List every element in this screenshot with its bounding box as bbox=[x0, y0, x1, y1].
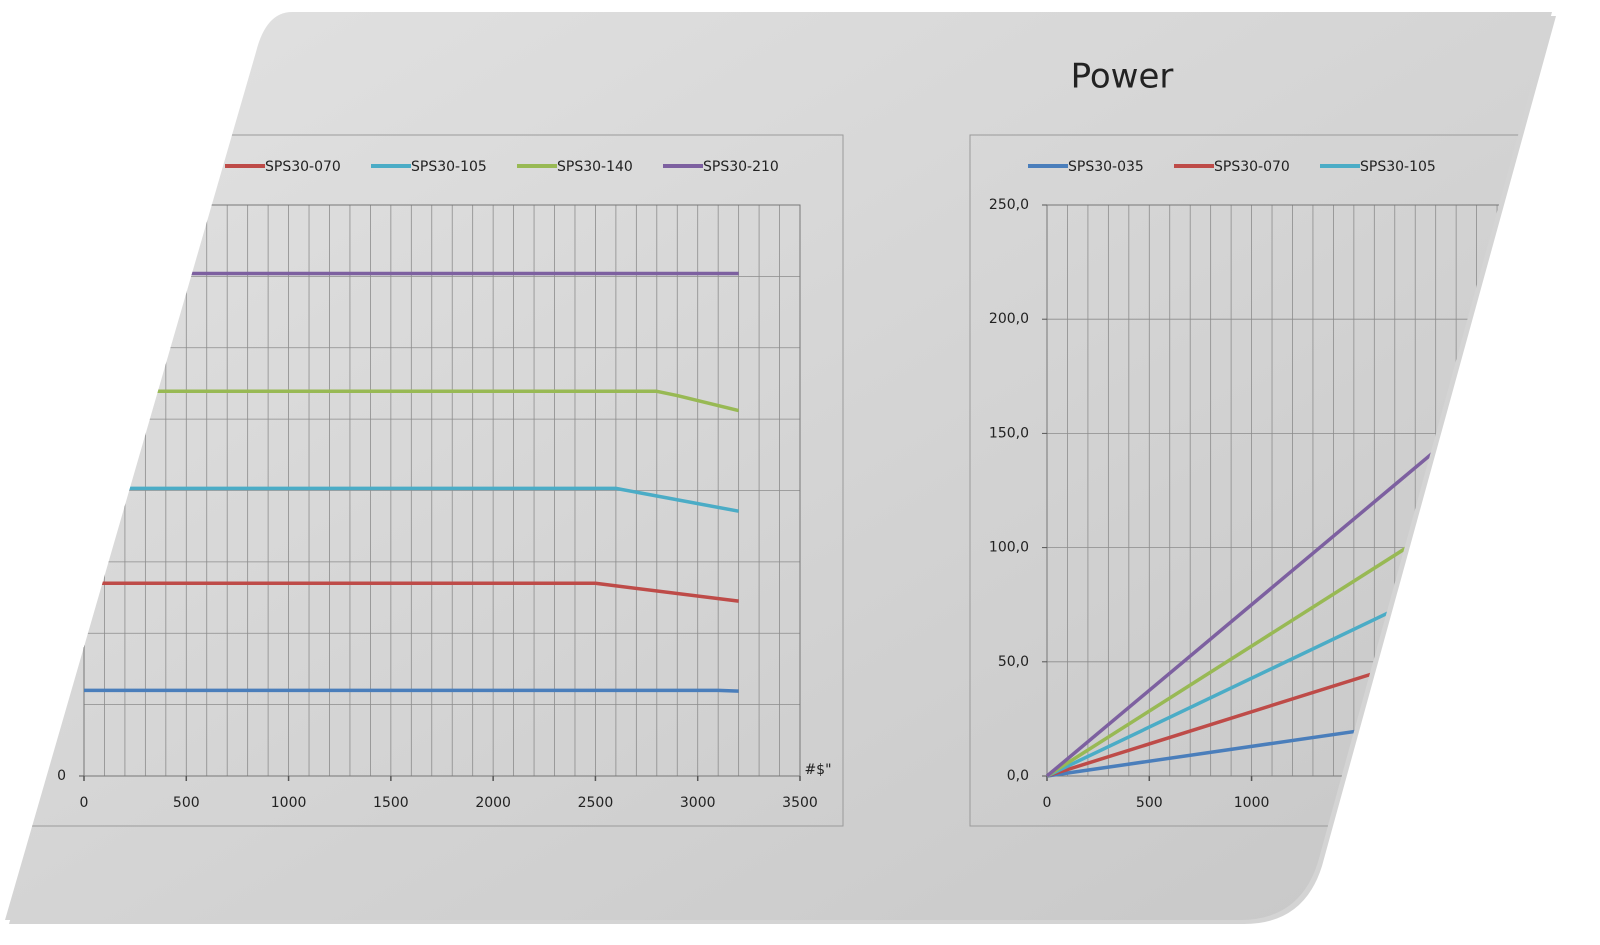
series-line bbox=[1045, 226, 1552, 778]
y-tick-label: 0 bbox=[57, 768, 66, 784]
legend-label: SPS30-070 bbox=[1214, 159, 1290, 175]
chart-frame bbox=[969, 134, 1552, 827]
x-tick-label: 0 bbox=[1043, 795, 1052, 811]
x-axis-label: #$" bbox=[804, 762, 831, 778]
x-tick-label: 0 bbox=[80, 795, 89, 811]
y-tick-label: 200,0 bbox=[989, 311, 1029, 327]
x-tick-label: 1500 bbox=[373, 795, 409, 811]
legend-label: SPS30-140 bbox=[557, 159, 633, 175]
series-line bbox=[84, 688, 739, 693]
x-tick-label: 2500 bbox=[578, 795, 614, 811]
y-tick-label: 0,0 bbox=[1007, 768, 1029, 784]
legend-label: SPS30-070 bbox=[265, 159, 341, 175]
series-line bbox=[1046, 358, 1552, 778]
y-tick-label: 100,0 bbox=[989, 540, 1029, 556]
legend-label: SPS30-035 bbox=[1068, 159, 1144, 175]
series-line bbox=[1046, 461, 1552, 778]
series-line bbox=[84, 486, 739, 513]
series-line bbox=[84, 581, 739, 603]
y-tick-label: 50,0 bbox=[998, 654, 1029, 670]
legend-label: SPS30-105 bbox=[411, 159, 487, 175]
x-tick-label: 1000 bbox=[1234, 795, 1270, 811]
x-tick-label: 3500 bbox=[782, 795, 818, 811]
x-tick-label: 500 bbox=[173, 795, 200, 811]
x-tick-label: 2000 bbox=[475, 795, 511, 811]
legend-label: SPS30-210 bbox=[703, 159, 779, 175]
x-tick-label: 500 bbox=[1136, 795, 1163, 811]
legend-label: SPS30-105 bbox=[1360, 159, 1436, 175]
x-tick-label: 1000 bbox=[271, 795, 307, 811]
chart-title: Power bbox=[1071, 57, 1174, 97]
x-tick-label: 3000 bbox=[680, 795, 716, 811]
y-tick-label: 250,0 bbox=[989, 197, 1029, 213]
series-line bbox=[84, 389, 740, 413]
y-tick-label: 150,0 bbox=[989, 425, 1029, 441]
